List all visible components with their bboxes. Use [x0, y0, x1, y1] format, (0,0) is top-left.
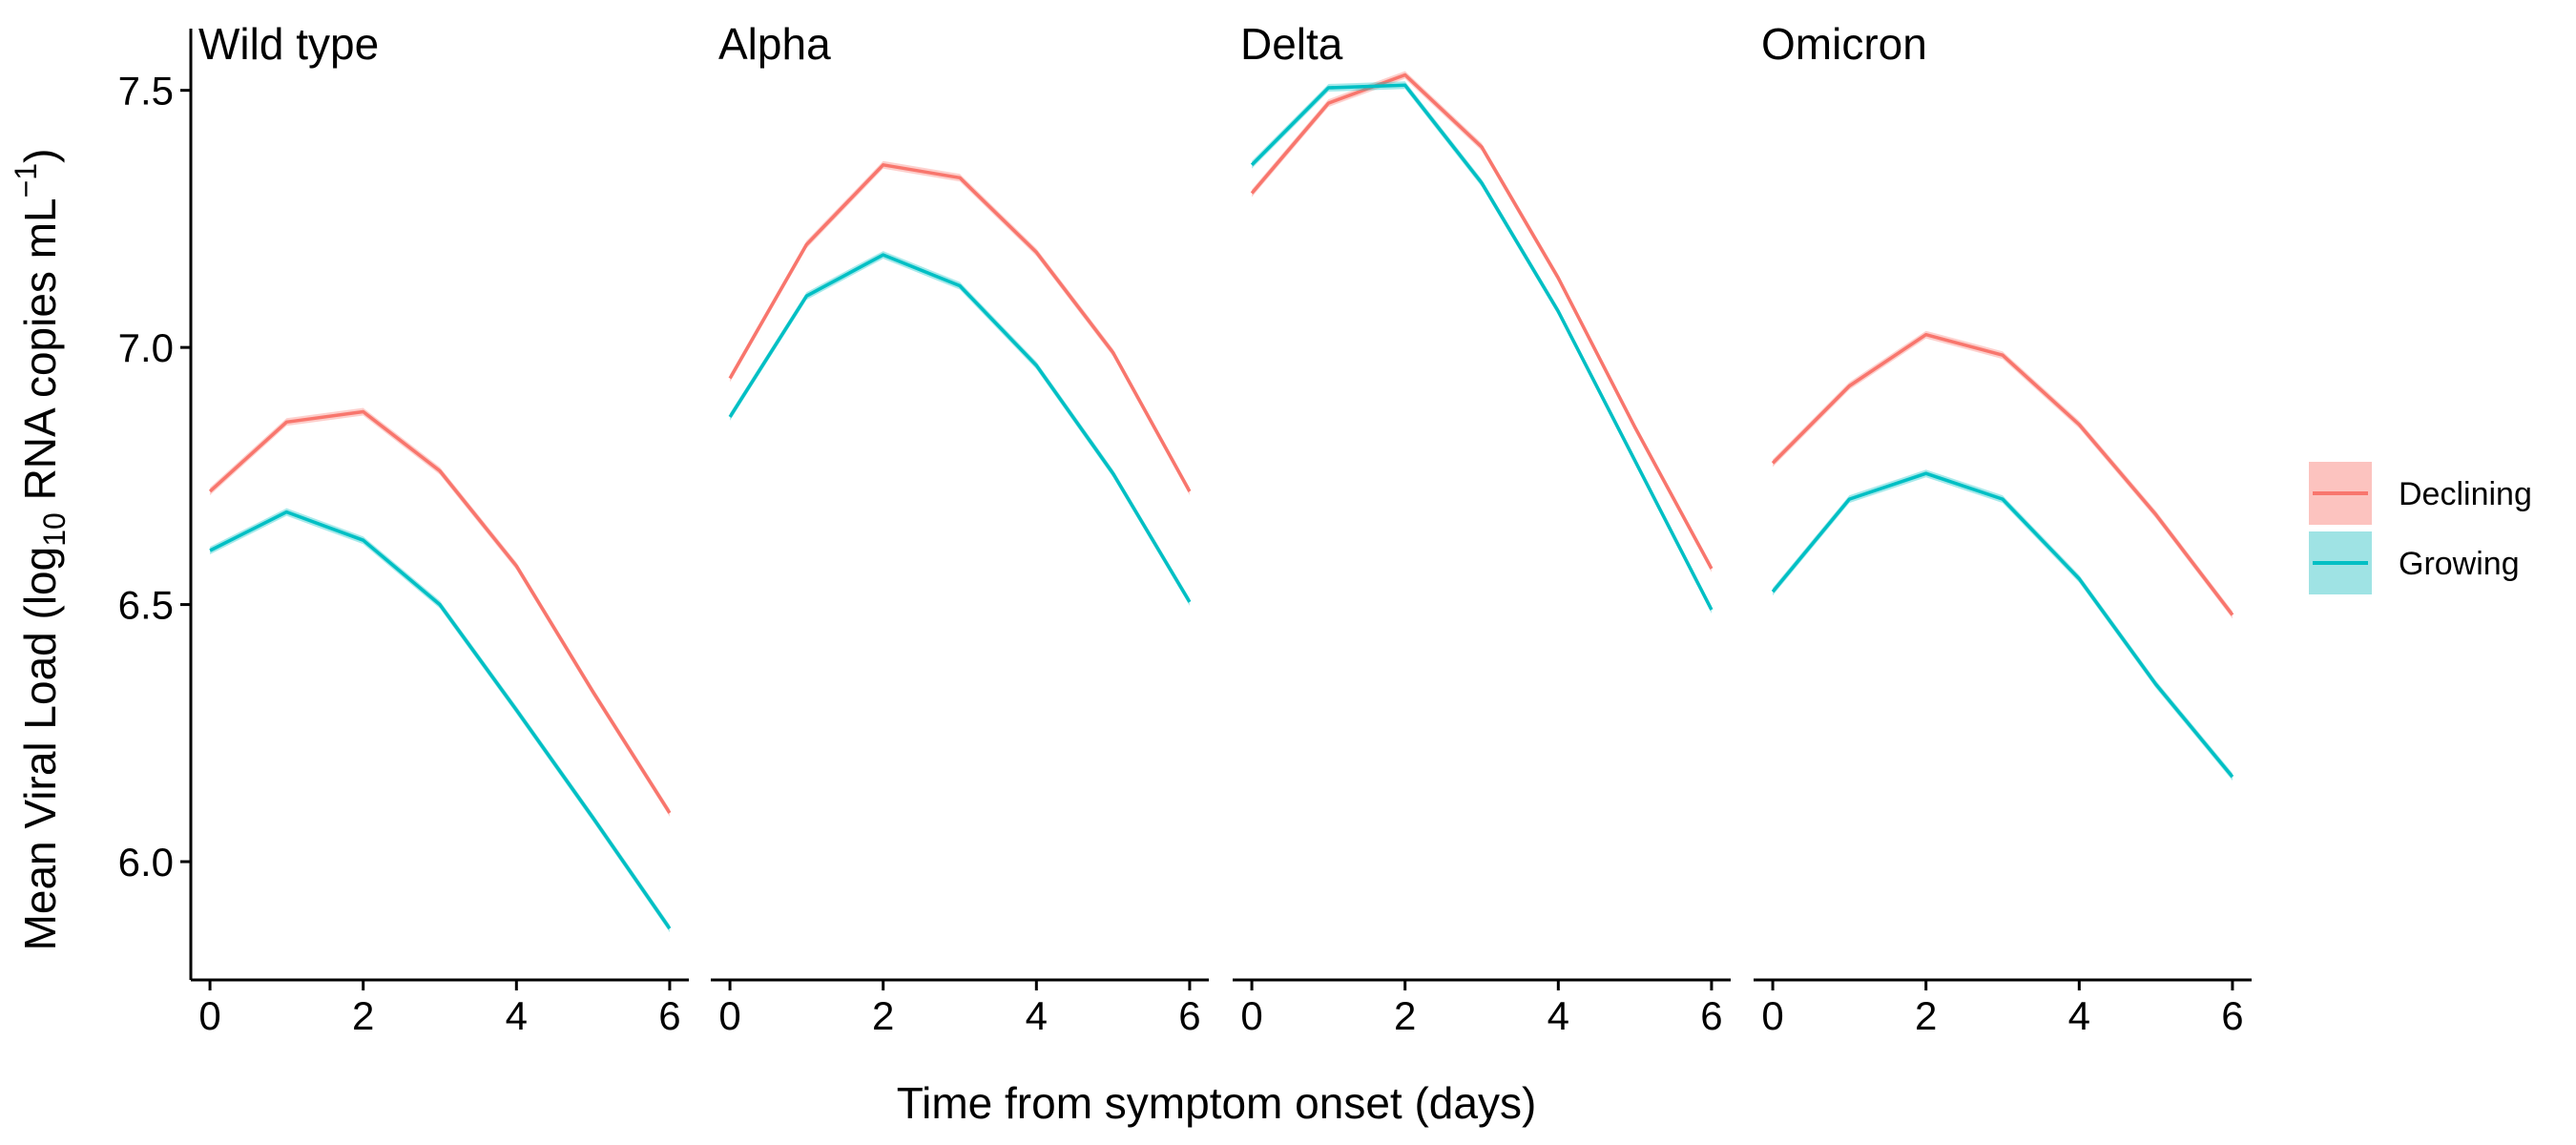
series-declining	[1250, 71, 1714, 572]
confidence-band	[210, 508, 670, 933]
facet-title: Omicron	[1761, 19, 1927, 69]
y-axis-title-suffix: )	[15, 149, 65, 163]
series-declining	[1771, 330, 2234, 619]
y-axis-title-subscript: 10	[37, 512, 72, 547]
facet-title: Wild type	[198, 19, 379, 69]
x-tick-label: 2	[1394, 993, 1416, 1038]
confidence-band	[1252, 81, 1712, 614]
series-line	[728, 163, 1192, 492]
confidence-band	[1773, 469, 2233, 781]
confidence-band	[1773, 330, 2233, 619]
x-tick-label: 6	[1178, 993, 1200, 1038]
y-tick-label: 7.5	[118, 69, 174, 114]
legend-label: Declining	[2399, 476, 2532, 512]
x-tick-label: 6	[1700, 993, 1722, 1038]
y-tick-label: 6.5	[118, 583, 174, 628]
y-axis-title-middle: RNA copies mL	[15, 198, 65, 512]
y-axis-title: Mean Viral Load (log10 RNA copies mL−1)	[9, 149, 72, 951]
x-tick-label: 4	[2068, 993, 2090, 1038]
facet-panel-delta: Delta 0 2 4 6	[1233, 19, 1731, 1038]
y-axis: 6.0 6.5 7.0 7.5	[118, 29, 193, 980]
x-tick-label: 4	[1026, 993, 1048, 1038]
x-tick-label: 4	[1548, 993, 1569, 1038]
x-tick-label: 0	[1240, 993, 1262, 1038]
y-axis-title-superscript: −1	[9, 163, 43, 198]
facet-panel-omicron: Omicron 0 2 4 6	[1754, 19, 2252, 1038]
series-line	[1250, 73, 1714, 570]
series-line	[209, 510, 672, 930]
x-tick-label: 2	[1915, 993, 1937, 1038]
x-tick-label: 0	[198, 993, 220, 1038]
facet-title: Alpha	[718, 19, 831, 69]
series-declining	[728, 160, 1192, 496]
x-tick-label: 0	[718, 993, 740, 1038]
series-line	[1771, 332, 2234, 616]
series-growing	[728, 251, 1192, 606]
x-tick-label: 6	[2221, 993, 2243, 1038]
legend-item-declining: Declining	[2309, 462, 2532, 525]
series-growing	[1250, 81, 1714, 614]
x-tick-label: 6	[658, 993, 680, 1038]
facet-panel-wild-type: Wild type 0 2 4 6	[191, 19, 689, 1038]
series-line	[208, 409, 672, 814]
facet-title: Delta	[1240, 19, 1343, 69]
legend: Declining Growing	[2309, 462, 2532, 594]
legend-item-growing: Growing	[2309, 531, 2520, 594]
x-tick-label: 2	[352, 993, 374, 1038]
x-tick-label: 2	[872, 993, 894, 1038]
x-tick-label: 4	[506, 993, 528, 1038]
x-axis-title: Time from symptom onset (days)	[897, 1078, 1537, 1128]
y-tick-label: 6.0	[118, 840, 174, 885]
series-line	[1250, 83, 1714, 611]
facet-panels: Wild type 0 2 4 6 Alpha 0 2 4 6 Delta 0 2 4 6 Omicron 0 2…	[191, 19, 2252, 1038]
y-tick-label: 7.0	[118, 325, 174, 370]
series-growing	[209, 508, 672, 933]
series-declining	[208, 407, 672, 817]
facet-panel-alpha: Alpha 0 2 4 6	[711, 19, 1209, 1038]
series-line	[728, 253, 1192, 603]
y-axis-title-prefix: Mean Viral Load (log	[15, 547, 65, 951]
x-tick-label: 0	[1761, 993, 1783, 1038]
series-line	[1771, 471, 2234, 779]
series-growing	[1771, 469, 2234, 781]
confidence-band	[730, 160, 1190, 496]
confidence-band	[730, 251, 1190, 606]
legend-label: Growing	[2399, 546, 2520, 582]
